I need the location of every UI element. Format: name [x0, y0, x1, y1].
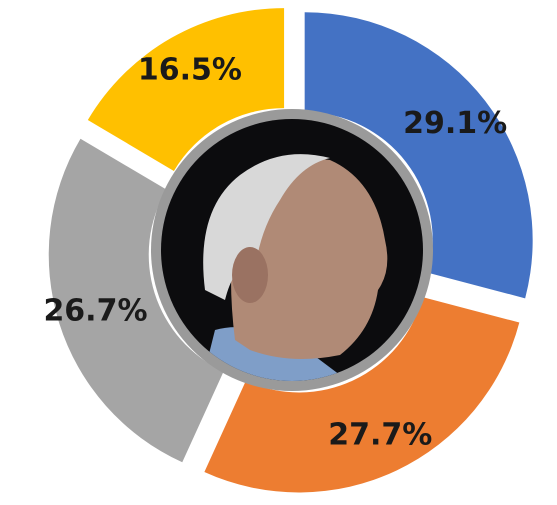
slices — [48, 8, 533, 493]
slice — [87, 8, 285, 171]
slice — [304, 12, 533, 299]
data-label: 27.7% — [328, 418, 432, 453]
slice — [48, 138, 224, 463]
slice — [204, 297, 520, 493]
center-photo — [151, 109, 433, 391]
ear — [232, 247, 268, 303]
data-label: 16.5% — [138, 53, 242, 88]
data-label: 29.1% — [403, 106, 507, 141]
data-label: 26.7% — [43, 293, 147, 328]
